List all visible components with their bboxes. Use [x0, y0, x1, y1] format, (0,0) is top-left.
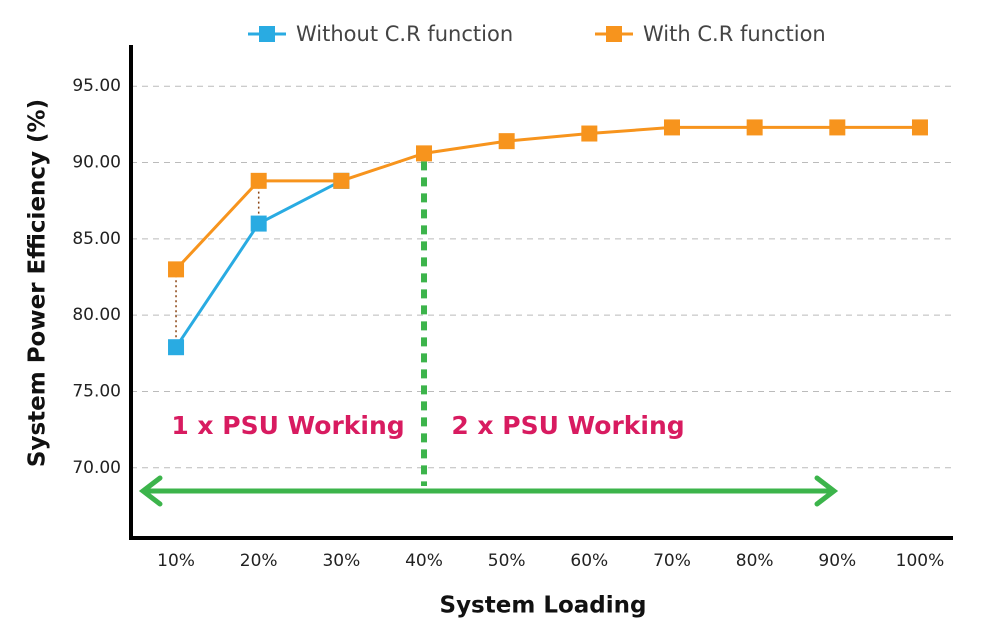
point	[581, 125, 598, 142]
legend-marker	[606, 26, 622, 42]
x-axis-title: System Loading	[440, 593, 647, 619]
point	[168, 339, 185, 356]
y-tick-label: 80.00	[72, 305, 121, 325]
x-tick-label: 60%	[570, 551, 608, 571]
point	[746, 119, 763, 136]
annotation: 2 x PSU Working	[451, 411, 684, 440]
legend-label: Without C.R function	[296, 22, 513, 46]
point	[498, 133, 515, 150]
y-tick-label: 90.00	[72, 153, 121, 173]
legend-marker	[259, 26, 275, 42]
point	[416, 145, 433, 162]
point	[829, 119, 846, 136]
x-tick-label: 100%	[896, 551, 945, 571]
y-tick-label: 75.00	[72, 381, 121, 401]
y-tick-label: 70.00	[72, 458, 121, 478]
point	[168, 261, 185, 278]
x-tick-label: 90%	[818, 551, 856, 571]
annotation: 1 x PSU Working	[171, 411, 404, 440]
x-tick-label: 20%	[240, 551, 278, 571]
legend-label: With C.R function	[643, 22, 826, 46]
y-axis-title: System Power Efficiency (%)	[25, 99, 51, 467]
y-tick-label: 95.00	[72, 76, 121, 96]
x-tick-label: 40%	[405, 551, 443, 571]
y-tick-label: 85.00	[72, 229, 121, 249]
point	[250, 172, 267, 189]
point	[250, 215, 267, 232]
x-tick-label: 80%	[736, 551, 774, 571]
series-line	[174, 179, 343, 349]
series-line	[174, 125, 920, 271]
x-tick-label: 30%	[322, 551, 360, 571]
point	[333, 172, 350, 189]
x-tick-label: 70%	[653, 551, 691, 571]
x-tick-label: 50%	[488, 551, 526, 571]
point	[663, 119, 680, 136]
point	[911, 119, 928, 136]
arrow-head	[138, 475, 839, 507]
x-tick-label: 10%	[157, 551, 195, 571]
